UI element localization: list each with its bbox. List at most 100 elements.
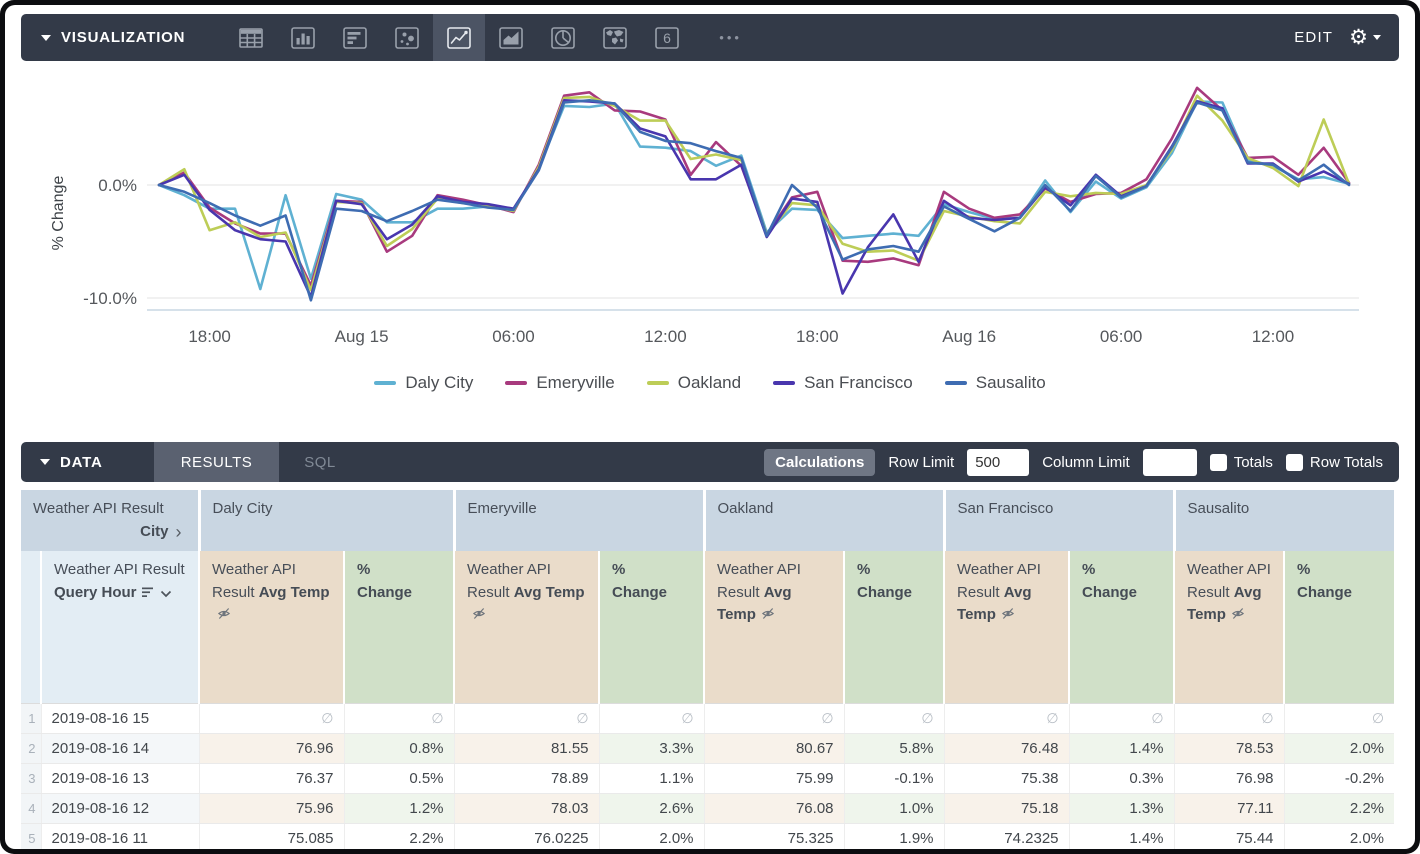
avg-temp-column-header-san-francisco[interactable]: Weather API Result Avg Temp	[943, 551, 1070, 704]
pct-change-cell[interactable]: 1.3%	[1068, 793, 1175, 824]
pct-change-cell[interactable]: ∅	[843, 703, 945, 734]
pct-change-cell[interactable]: 2.2%	[343, 823, 455, 849]
hidden-eye-icon[interactable]	[761, 607, 775, 620]
avg-temp-cell[interactable]: 81.55	[453, 733, 600, 764]
pivot-header-oakland[interactable]: Oakland	[702, 490, 945, 551]
avg-temp-cell[interactable]: 76.08	[703, 793, 845, 824]
pct-change-cell[interactable]: 2.0%	[598, 823, 705, 849]
pct-change-cell[interactable]: 1.9%	[843, 823, 945, 849]
pct-change-column-header-daly-city[interactable]: % Change	[342, 551, 455, 704]
pct-change-cell[interactable]: 1.1%	[598, 763, 705, 794]
viz-type-scatter-chart-icon[interactable]	[381, 14, 433, 61]
series-emeryville[interactable]	[157, 86, 1351, 287]
avg-temp-cell[interactable]: 75.085	[198, 823, 344, 849]
hidden-eye-icon[interactable]	[1001, 607, 1015, 620]
pct-change-cell[interactable]: 1.4%	[1068, 823, 1175, 849]
line-chart-plot[interactable]: 0.0% -10.0% 18:00 Aug 15 06:00 12:00 18:00 Aug …	[21, 61, 1399, 361]
avg-temp-cell[interactable]: 75.325	[703, 823, 845, 849]
pct-change-column-header-san-francisco[interactable]: % Change	[1068, 551, 1175, 704]
tab-sql[interactable]: SQL	[304, 453, 336, 471]
query-hour-cell[interactable]: 2019-08-16 11	[40, 823, 199, 849]
pivot-header-san-francisco[interactable]: San Francisco	[942, 490, 1175, 551]
avg-temp-cell[interactable]: ∅	[943, 703, 1070, 734]
pivot-header-sausalito[interactable]: Sausalito	[1172, 490, 1395, 551]
viz-type-map-chart-icon[interactable]	[589, 14, 641, 61]
totals-checkbox[interactable]	[1209, 453, 1227, 471]
sort-desc-icon[interactable]	[141, 587, 155, 598]
pct-change-cell[interactable]: ∅	[343, 703, 455, 734]
tab-results[interactable]: RESULTS	[154, 442, 279, 482]
pct-change-cell[interactable]: ∅	[598, 703, 705, 734]
pct-change-column-header-oakland[interactable]: % Change	[843, 551, 945, 704]
avg-temp-column-header-sausalito[interactable]: Weather API Result Avg Temp	[1173, 551, 1285, 704]
avg-temp-cell[interactable]: ∅	[703, 703, 845, 734]
pct-change-cell[interactable]: ∅	[1283, 703, 1395, 734]
avg-temp-cell[interactable]: ∅	[1173, 703, 1285, 734]
pct-change-cell[interactable]: 3.3%	[598, 733, 705, 764]
more-chart-types-icon[interactable]: •••	[719, 30, 742, 45]
pct-change-column-header-sausalito[interactable]: % Change	[1283, 551, 1395, 704]
avg-temp-cell[interactable]: 80.67	[703, 733, 845, 764]
avg-temp-cell[interactable]: 76.0225	[453, 823, 600, 849]
avg-temp-cell[interactable]: ∅	[453, 703, 600, 734]
pct-change-column-header-emeryville[interactable]: % Change	[598, 551, 705, 704]
series-sausalito[interactable]	[157, 98, 1351, 302]
pct-change-cell[interactable]: 2.0%	[1283, 823, 1395, 849]
viz-type-bar-chart-icon[interactable]	[329, 14, 381, 61]
pct-change-cell[interactable]: 0.8%	[343, 733, 455, 764]
pct-change-cell[interactable]: -0.2%	[1283, 763, 1395, 794]
legend-item-daly-city[interactable]: Daly City	[374, 373, 473, 393]
avg-temp-cell[interactable]: 77.11	[1173, 793, 1285, 824]
avg-temp-cell[interactable]: 76.48	[943, 733, 1070, 764]
avg-temp-cell[interactable]: 75.38	[943, 763, 1070, 794]
viz-type-table-icon[interactable]	[225, 14, 277, 61]
viz-type-single-value-icon[interactable]: 6	[641, 14, 693, 61]
pct-change-cell[interactable]: 0.3%	[1068, 763, 1175, 794]
legend-item-oakland[interactable]: Oakland	[646, 373, 741, 393]
hidden-eye-icon[interactable]	[217, 607, 231, 620]
avg-temp-cell[interactable]: 74.2325	[943, 823, 1070, 849]
legend-item-emeryville[interactable]: Emeryville	[505, 373, 615, 393]
avg-temp-cell[interactable]: 75.18	[943, 793, 1070, 824]
avg-temp-cell[interactable]: 76.37	[198, 763, 344, 794]
pct-change-cell[interactable]: 0.5%	[343, 763, 455, 794]
column-limit-input[interactable]	[1142, 448, 1197, 476]
hidden-eye-icon[interactable]	[1231, 607, 1245, 620]
query-hour-cell[interactable]: 2019-08-16 15	[40, 703, 199, 734]
avg-temp-column-header-daly-city[interactable]: Weather API Result Avg Temp	[198, 551, 344, 704]
pivot-header-daly-city[interactable]: Daly City	[197, 490, 455, 551]
query-hour-cell[interactable]: 2019-08-16 12	[40, 793, 199, 824]
pct-change-cell[interactable]: 2.6%	[598, 793, 705, 824]
viz-type-column-chart-icon[interactable]	[277, 14, 329, 61]
avg-temp-cell[interactable]: ∅	[198, 703, 344, 734]
query-hour-cell[interactable]: 2019-08-16 13	[40, 763, 199, 794]
calculations-button[interactable]: Calculations	[764, 448, 876, 476]
hidden-eye-icon[interactable]	[472, 607, 486, 620]
avg-temp-cell[interactable]: 75.99	[703, 763, 845, 794]
avg-temp-cell[interactable]: 76.98	[1173, 763, 1285, 794]
pct-change-cell[interactable]: 2.0%	[1283, 733, 1395, 764]
legend-item-sausalito[interactable]: Sausalito	[944, 373, 1046, 393]
query-hour-column-header[interactable]: Weather API Result Query Hour	[40, 551, 199, 704]
pivot-corner-header[interactable]: Weather API Result City ›	[21, 490, 199, 551]
avg-temp-cell[interactable]: 76.96	[198, 733, 344, 764]
pct-change-cell[interactable]: 1.2%	[343, 793, 455, 824]
pct-change-cell[interactable]: 2.2%	[1283, 793, 1395, 824]
avg-temp-cell[interactable]: 78.53	[1173, 733, 1285, 764]
pct-change-cell[interactable]: ∅	[1068, 703, 1175, 734]
avg-temp-cell[interactable]: 78.89	[453, 763, 600, 794]
row-totals-checkbox[interactable]	[1285, 453, 1303, 471]
query-hour-cell[interactable]: 2019-08-16 14	[40, 733, 199, 764]
viz-type-pie-chart-icon[interactable]	[537, 14, 589, 61]
pct-change-cell[interactable]: 1.0%	[843, 793, 945, 824]
avg-temp-column-header-oakland[interactable]: Weather API Result Avg Temp	[703, 551, 845, 704]
row-limit-input[interactable]	[967, 448, 1030, 476]
viz-type-line-chart-icon[interactable]	[433, 14, 486, 61]
legend-item-san-francisco[interactable]: San Francisco	[773, 373, 913, 393]
chevron-down-icon[interactable]	[160, 590, 172, 598]
data-collapse[interactable]: DATA	[21, 454, 154, 471]
avg-temp-cell[interactable]: 75.44	[1173, 823, 1285, 849]
pct-change-cell[interactable]: 1.4%	[1068, 733, 1175, 764]
pivot-header-emeryville[interactable]: Emeryville	[452, 490, 705, 551]
pct-change-cell[interactable]: -0.1%	[843, 763, 945, 794]
